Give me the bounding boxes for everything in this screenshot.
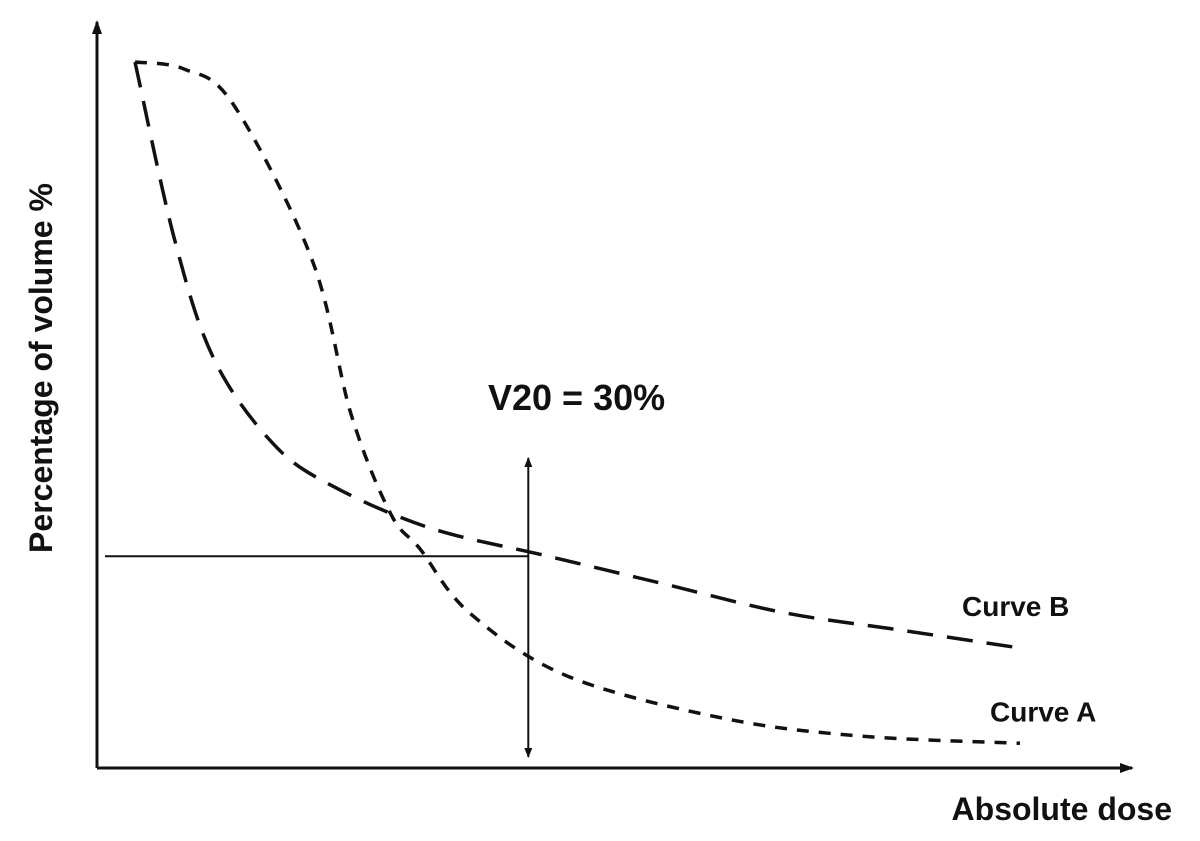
x-axis-label: Absolute dose [952,791,1172,827]
series-line-curve-b [133,61,1021,650]
y-axis-label: Percentage of volume % [23,183,59,553]
series-label-curve-b: Curve B [962,591,1069,622]
axes [92,20,1134,773]
series-label-curve-a: Curve A [990,696,1096,727]
v20-annotation: V20 = 30% [488,377,665,418]
series-layer: Curve A Curve B [133,60,1096,746]
marker-layer [105,457,533,758]
